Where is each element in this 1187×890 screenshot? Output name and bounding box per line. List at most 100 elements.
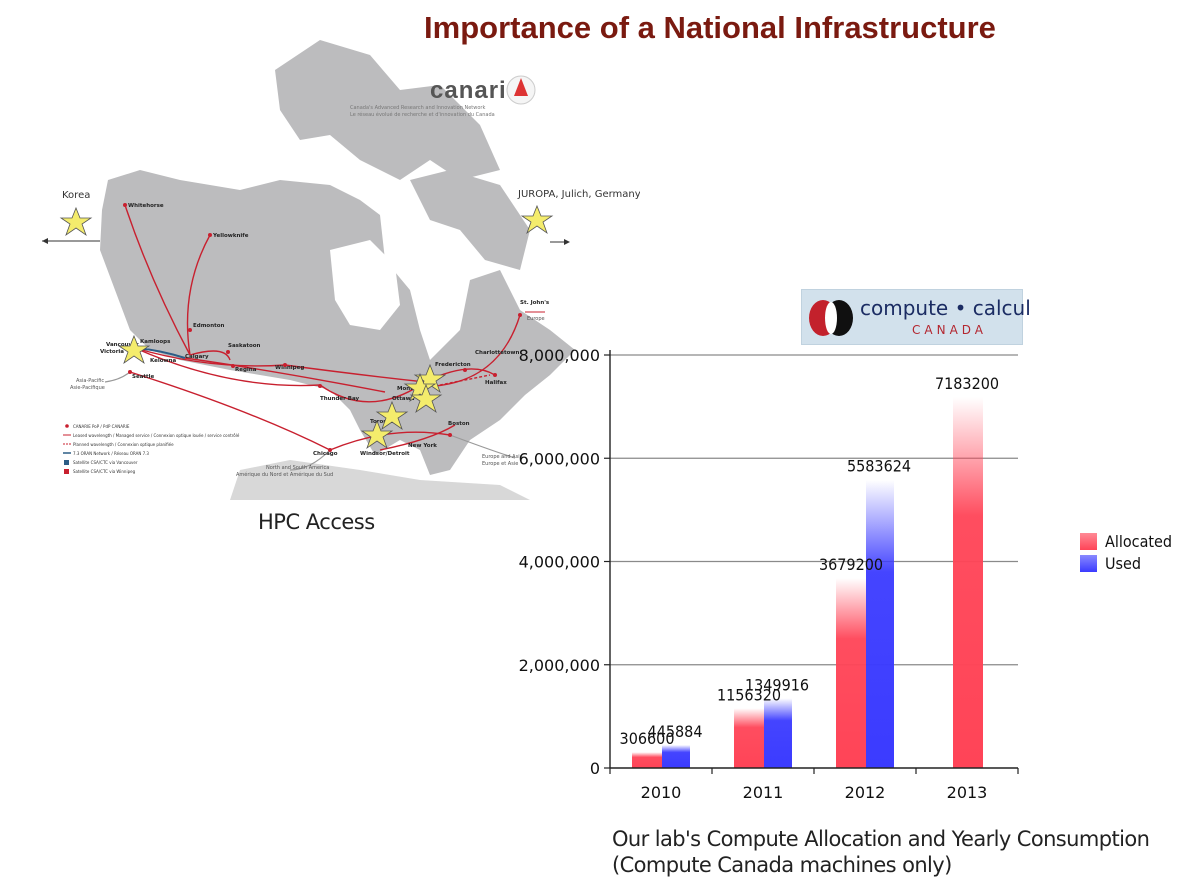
region-label: Europe et Asie (482, 461, 518, 467)
legend-swatch-used (1080, 554, 1097, 572)
city-label: Fredericton (435, 362, 471, 368)
data-label-used-2011: 1349916 (745, 675, 809, 694)
map-legend-item: CANARIE PoP / PdP CANARIE (73, 424, 130, 429)
bar-used-2012 (866, 479, 894, 768)
city-label: Montreal (397, 386, 425, 392)
canarie-leaf-icon (514, 78, 528, 96)
city-dots (123, 203, 522, 452)
y-tick-label: 2,000,000 (519, 656, 600, 675)
pop-dot (128, 370, 132, 374)
y-tick-label: 8,000,000 (519, 346, 600, 365)
legend-label-used: Used (1105, 553, 1142, 573)
x-tick-label: 2011 (743, 783, 784, 802)
data-label-allocated-2010: 306600 (620, 729, 675, 748)
y-tick-label: 4,000,000 (519, 553, 600, 572)
europe-route-line (449, 434, 516, 459)
city-label: Regina (235, 367, 257, 373)
compute-canada-emblem-icon (809, 300, 853, 336)
americas-route-line (289, 449, 331, 471)
germany-arrowhead-icon (564, 239, 570, 245)
bar-allocated-2012 (836, 578, 866, 768)
legend-item-allocated: Allocated (1080, 530, 1172, 552)
germany-star-icon (520, 204, 554, 235)
map-legend: CANARIE PoP / PdP CANARIE Leased wavelen… (63, 424, 240, 474)
pop-dot (448, 433, 452, 437)
route-line (379, 424, 456, 451)
x-tick-label: 2010 (641, 783, 682, 802)
city-label: Charlottetown (475, 350, 520, 356)
pop-dot (123, 203, 127, 207)
network-routes (124, 204, 521, 451)
city-label: Toronto (370, 419, 394, 425)
canarie-network-map: canarie Canada's Advanced Research and I… (30, 30, 640, 510)
canarie-wordmark: canarie (430, 77, 521, 104)
canada-map-svg: canarie Canada's Advanced Research and I… (42, 40, 640, 500)
route-line (124, 204, 191, 356)
route-line (134, 347, 286, 367)
city-label: Kamloops (140, 339, 171, 345)
data-label-used-2012: 5583624 (847, 457, 911, 476)
region-labels: Asia-Pacific Asie-Pacifique North and So… (70, 316, 545, 478)
city-label: New York (408, 443, 437, 449)
south-land-shape (230, 460, 530, 500)
map-legend-item: Satellite CSA/CTC via Winnipeg (73, 469, 136, 474)
grid-layer (610, 354, 1018, 666)
pop-dot (493, 373, 497, 377)
baffin-island-shape (410, 170, 530, 270)
chart-caption: Our lab's Compute Allocation and Yearly … (612, 826, 1150, 878)
korea-arrowhead-icon (42, 238, 48, 244)
bar-layer (632, 397, 983, 768)
allocation-chart: 306600 445884 1156320 1349916 3679200 5583624… (490, 340, 1030, 810)
region-label: Asie-Pacifique (70, 385, 105, 391)
canarie-tagline-en: Canada's Advanced Research and Innovatio… (350, 105, 485, 111)
germany-link: JUROPA, Julich, Germany (517, 189, 640, 245)
hudson-bay-shape (330, 240, 400, 330)
compute-canada-logo: compute • calcul CANADA (801, 289, 1031, 345)
bar-allocated-2011 (734, 708, 764, 768)
region-label: North and South America (266, 465, 329, 471)
pop-dot (283, 363, 287, 367)
data-label-allocated-2011: 1156320 (717, 685, 781, 704)
legend-satellite2-icon (64, 469, 69, 474)
arctic-islands-shape (275, 40, 500, 180)
axis-layer: 0 2,000,000 4,000,000 6,000,000 8,000,000 201… (519, 346, 1019, 802)
region-label: Europe (527, 316, 545, 322)
city-label: Chicago (313, 451, 338, 457)
asia-route-line (104, 371, 131, 383)
legend-pop-icon (65, 424, 69, 428)
y-tick-label: 0 (590, 759, 600, 778)
bar-used-2011 (764, 698, 792, 768)
data-label-allocated-2013: 7183200 (935, 374, 999, 393)
star-icon (375, 400, 409, 431)
pop-dot (328, 448, 332, 452)
chart-caption-line1: Our lab's Compute Allocation and Yearly … (612, 827, 1150, 851)
hpc-site-stars (117, 334, 447, 450)
city-label: Ottawa (392, 396, 415, 402)
city-label: Calgary (185, 354, 209, 360)
route-line (134, 347, 321, 387)
mainland-shape (100, 170, 575, 475)
pop-dot (518, 313, 522, 317)
city-label: Winnipeg (275, 365, 304, 371)
city-label: Edmonton (193, 323, 225, 329)
star-icon (117, 334, 151, 365)
pop-dot (231, 364, 235, 368)
map-legend-item: 7.3 ORAN Network / Réseau ORAN 7.3 (73, 451, 149, 456)
pop-dot (463, 368, 467, 372)
pop-dot (208, 233, 212, 237)
legend-satellite-icon (64, 460, 69, 465)
korea-link: Korea (42, 190, 100, 244)
route-line (284, 364, 426, 383)
route-line (434, 314, 521, 387)
region-label: Europe and Asia (482, 454, 523, 460)
city-labels: Whitehorse Yellowknife Edmonton Kamloops… (100, 203, 550, 457)
canarie-logo: canarie Canada's Advanced Research and I… (350, 75, 536, 118)
region-label: Amérique du Nord et Amérique du Sud (236, 471, 333, 478)
bar-allocated-2013 (953, 397, 983, 768)
city-label: Whitehorse (128, 203, 164, 209)
bar-allocated-2010 (632, 752, 662, 768)
city-label: St. John's (520, 300, 550, 306)
city-label: Halifax (485, 380, 507, 386)
pop-dot (226, 350, 230, 354)
